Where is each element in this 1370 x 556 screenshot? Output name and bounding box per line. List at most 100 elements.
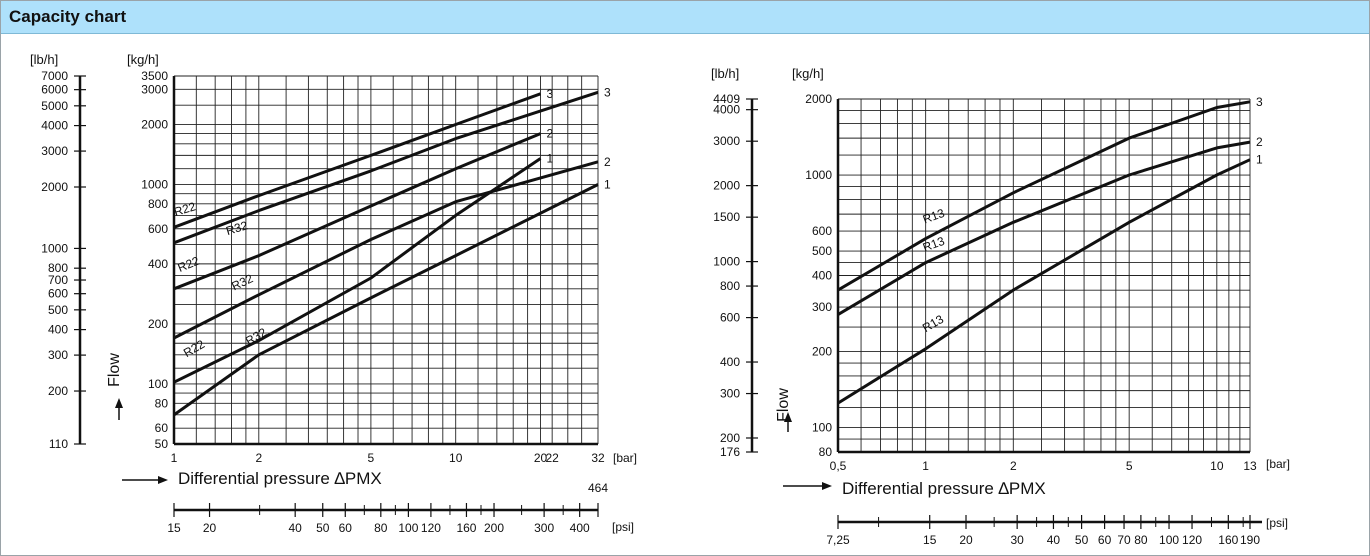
series-end-label: 2: [604, 155, 611, 169]
series-line: [837, 100, 1251, 292]
x-tick-label: 20: [534, 451, 548, 465]
alt-x-tick-label: 100: [1159, 533, 1179, 547]
x-unit-label: [bar]: [1266, 457, 1290, 471]
series-end-label: 3: [604, 85, 611, 99]
alt-x-tick-label: 60: [339, 521, 353, 535]
alt-x-tick-label: 120: [421, 521, 441, 535]
series-line: [173, 183, 599, 417]
x-tick-label: 1: [922, 459, 929, 473]
panel-title: Capacity chart: [9, 7, 127, 26]
y-unit-label: [kg/h]: [127, 52, 159, 67]
series-name-label: R22: [181, 337, 207, 360]
x-tick-label: 22: [545, 451, 559, 465]
y-tick-label: 800: [148, 197, 168, 211]
y-tick-label: 2000: [805, 92, 832, 106]
alt-y-tick-label: 400: [720, 355, 740, 369]
y-tick-label: 1000: [141, 178, 168, 192]
y-tick-label: 400: [812, 269, 832, 283]
y-tick-label: 400: [148, 257, 168, 271]
y-tick-label: 1000: [805, 168, 832, 182]
y-tick-label: 50: [155, 437, 169, 451]
y-tick-label: 3500: [141, 69, 168, 83]
y-axis-arrow-head: [115, 398, 123, 408]
alt-x-tick-label: 60: [1098, 533, 1112, 547]
alt-x-tick-label: 80: [374, 521, 388, 535]
alt-x-unit-label: [psi]: [1266, 516, 1288, 530]
alt-x-tick-label: 50: [316, 521, 330, 535]
x-axis-title: Differential pressure ∆PMX: [842, 479, 1046, 498]
x-tick-label: 10: [449, 451, 463, 465]
alt-x-tick-label: 7,25: [826, 533, 850, 547]
alt-y-tick-label: 176: [720, 445, 740, 459]
x-tick-label: 5: [1126, 459, 1133, 473]
alt-x-tick-label: 70: [1117, 533, 1131, 547]
series-line: [173, 160, 599, 340]
alt-x-tick-label: 400: [570, 521, 590, 535]
x-axis-title: Differential pressure ∆PMX: [178, 469, 382, 488]
y-tick-label: 100: [812, 421, 832, 435]
y-tick-label: 80: [155, 396, 169, 410]
y-tick-label: 600: [148, 222, 168, 236]
alt-x-tick-label: 300: [534, 521, 554, 535]
y-tick-label: 300: [812, 300, 832, 314]
series-name-label: R22: [176, 254, 202, 275]
y-tick-label: 2000: [141, 117, 168, 131]
alt-y-tick-label: 500: [48, 303, 68, 317]
alt-y-tick-label: 600: [48, 287, 68, 301]
series-end-label: 2: [546, 127, 553, 141]
alt-x-tick-label: 120: [1182, 533, 1202, 547]
alt-x-tick-label: 80: [1134, 533, 1148, 547]
series-line: [837, 158, 1251, 405]
x-tick-label: 0,5: [830, 459, 847, 473]
series-end-label: 1: [1256, 153, 1263, 167]
alt-y-tick-label: 800: [48, 261, 68, 275]
series-end-label: 3: [546, 87, 553, 101]
alt-y-tick-label: 3000: [41, 144, 68, 158]
alt-x-tick-label: 100: [398, 521, 418, 535]
alt-y-tick-label: 700: [48, 273, 68, 287]
alt-y-tick-label: 1500: [713, 210, 740, 224]
alt-y-tick-label: 400: [48, 323, 68, 337]
x-tick-label: 2: [255, 451, 262, 465]
alt-x-tick-label: 40: [1047, 533, 1061, 547]
y-tick-label: 80: [819, 445, 833, 459]
alt-x-tick-label: 20: [203, 521, 217, 535]
alt-y-tick-label: 110: [49, 437, 68, 451]
alt-x-unit-label: [psi]: [612, 520, 634, 534]
alt-y-tick-label: 200: [720, 431, 740, 445]
alt-y-tick-label: 3000: [713, 134, 740, 148]
alt-y-tick-label: 4409: [713, 92, 740, 106]
alt-x-tick-label: 160: [1218, 533, 1238, 547]
series-name-label: R22: [172, 199, 197, 219]
alt-y-tick-label: 4000: [41, 119, 68, 133]
y-tick-label: 200: [812, 345, 832, 359]
alt-y-tick-label: 5000: [41, 99, 68, 113]
x-unit-label: [bar]: [613, 451, 637, 465]
series-end-label: 1: [546, 152, 553, 166]
alt-y-tick-label: 1000: [713, 255, 740, 269]
y-unit-label: [kg/h]: [792, 66, 824, 81]
panel-header: Capacity chart: [1, 1, 1369, 34]
series-line: [837, 140, 1251, 316]
series-line: [173, 92, 542, 229]
alt-y-tick-label: 4000: [713, 103, 740, 117]
x-tick-label: 1: [171, 451, 178, 465]
x-tick-label: 2: [1010, 459, 1017, 473]
alt-x-tick-label: 20: [959, 533, 973, 547]
series-line: [173, 90, 599, 245]
alt-y-tick-label: 200: [48, 384, 68, 398]
alt-y-tick-label: 300: [48, 348, 68, 362]
alt-y-tick-label: 600: [720, 311, 740, 325]
y-axis-title: Flow: [775, 388, 792, 422]
series-end-label: 3: [1256, 95, 1263, 109]
alt-x-tick-label: 15: [923, 533, 937, 547]
alt-x-tick-label: 30: [1010, 533, 1024, 547]
alt-y-unit-label: [lb/h]: [711, 66, 739, 81]
y-tick-label: 60: [155, 421, 169, 435]
y-tick-label: 3000: [141, 82, 168, 96]
series-name-label: R13: [920, 312, 946, 335]
series-end-label: 2: [1256, 135, 1263, 149]
series-name-label: R13: [921, 206, 947, 227]
